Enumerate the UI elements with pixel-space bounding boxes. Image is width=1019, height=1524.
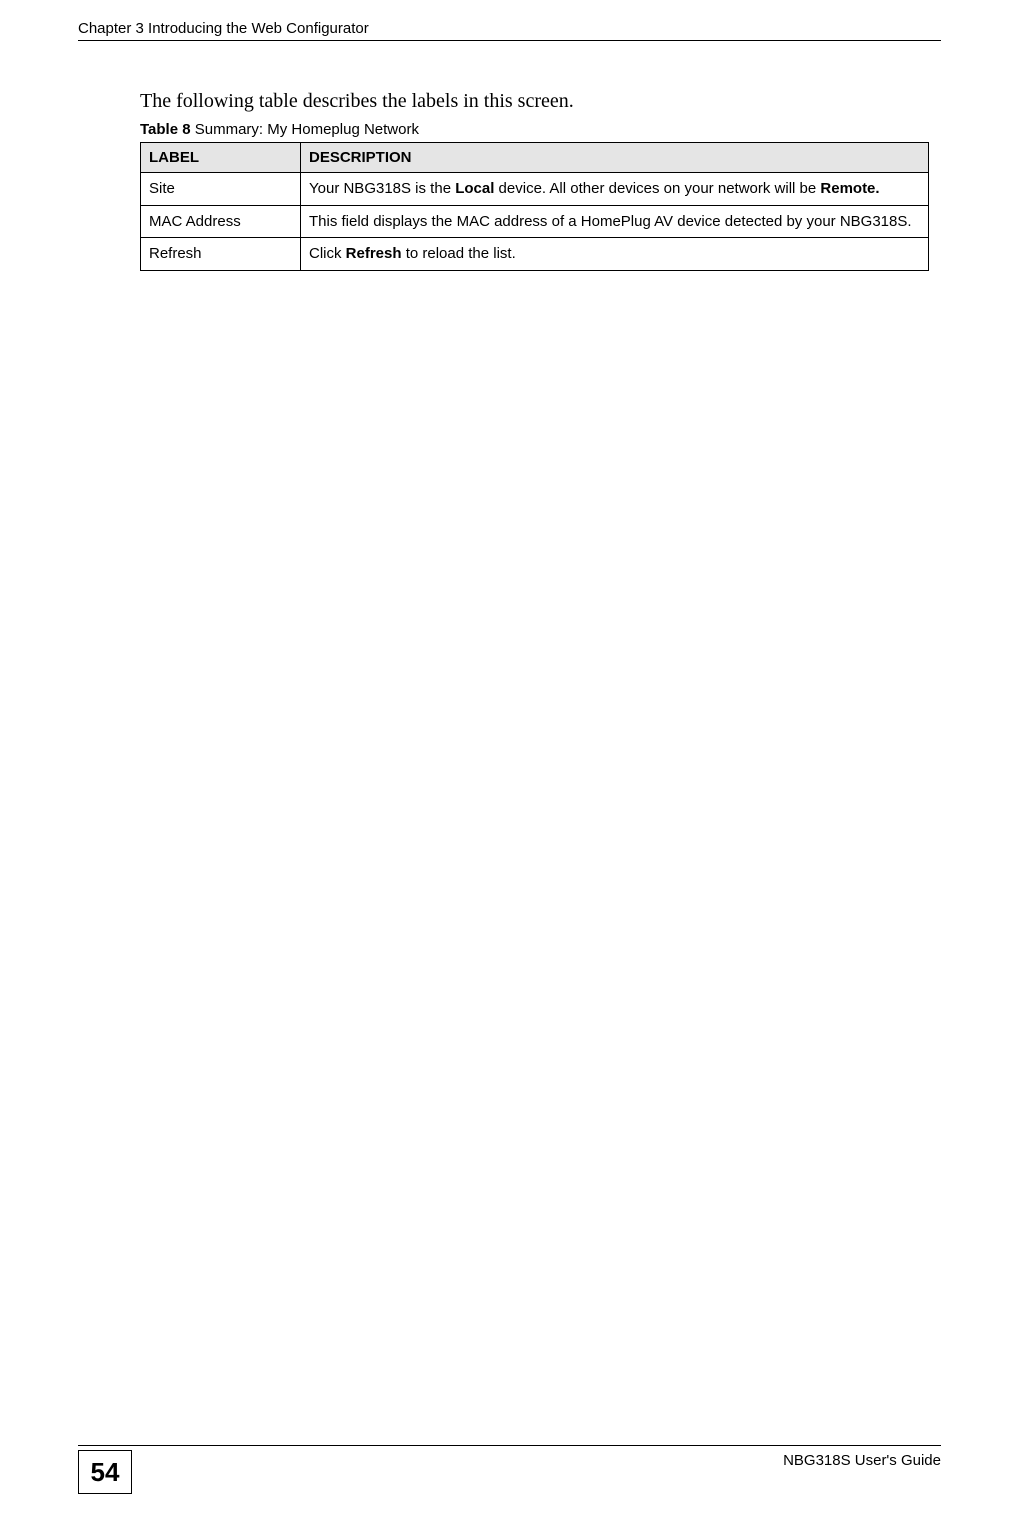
footer-guide-text: NBG318S User's Guide	[783, 1452, 941, 1469]
table-header-row: LABEL DESCRIPTION	[141, 143, 929, 173]
text-span: Your NBG318S is the	[309, 180, 455, 197]
page-number: 54	[91, 1457, 120, 1488]
table-row: RefreshClick Refresh to reload the list.	[141, 238, 929, 271]
column-header-description: DESCRIPTION	[301, 143, 929, 173]
text-span: to reload the list.	[402, 245, 516, 262]
table-title: Summary: My Homeplug Network	[191, 121, 419, 138]
text-span: Click	[309, 245, 346, 262]
column-header-label: LABEL	[141, 143, 301, 173]
cell-label: Site	[141, 173, 301, 206]
text-span: device. All other devices on your networ…	[494, 180, 820, 197]
main-content: The following table describes the labels…	[140, 90, 929, 271]
text-span: Remote.	[820, 180, 879, 197]
cell-description: Click Refresh to reload the list.	[301, 238, 929, 271]
table-row: SiteYour NBG318S is the Local device. Al…	[141, 173, 929, 206]
cell-label: MAC Address	[141, 205, 301, 238]
cell-label: Refresh	[141, 238, 301, 271]
cell-description: This field displays the MAC address of a…	[301, 205, 929, 238]
cell-description: Your NBG318S is the Local device. All ot…	[301, 173, 929, 206]
intro-paragraph: The following table describes the labels…	[140, 90, 929, 113]
text-span: This field displays the MAC address of a…	[309, 213, 912, 230]
chapter-header: Chapter 3 Introducing the Web Configurat…	[78, 20, 369, 37]
table-number: Table 8	[140, 121, 191, 138]
text-span: Refresh	[346, 245, 402, 262]
summary-table: LABEL DESCRIPTION SiteYour NBG318S is th…	[140, 142, 929, 271]
page-number-box: 54	[78, 1450, 132, 1494]
header-divider	[78, 40, 941, 41]
table-caption: Table 8 Summary: My Homeplug Network	[140, 121, 929, 138]
text-span: Local	[455, 180, 494, 197]
footer-divider	[78, 1445, 941, 1446]
table-row: MAC Address This field displays the MAC a…	[141, 205, 929, 238]
